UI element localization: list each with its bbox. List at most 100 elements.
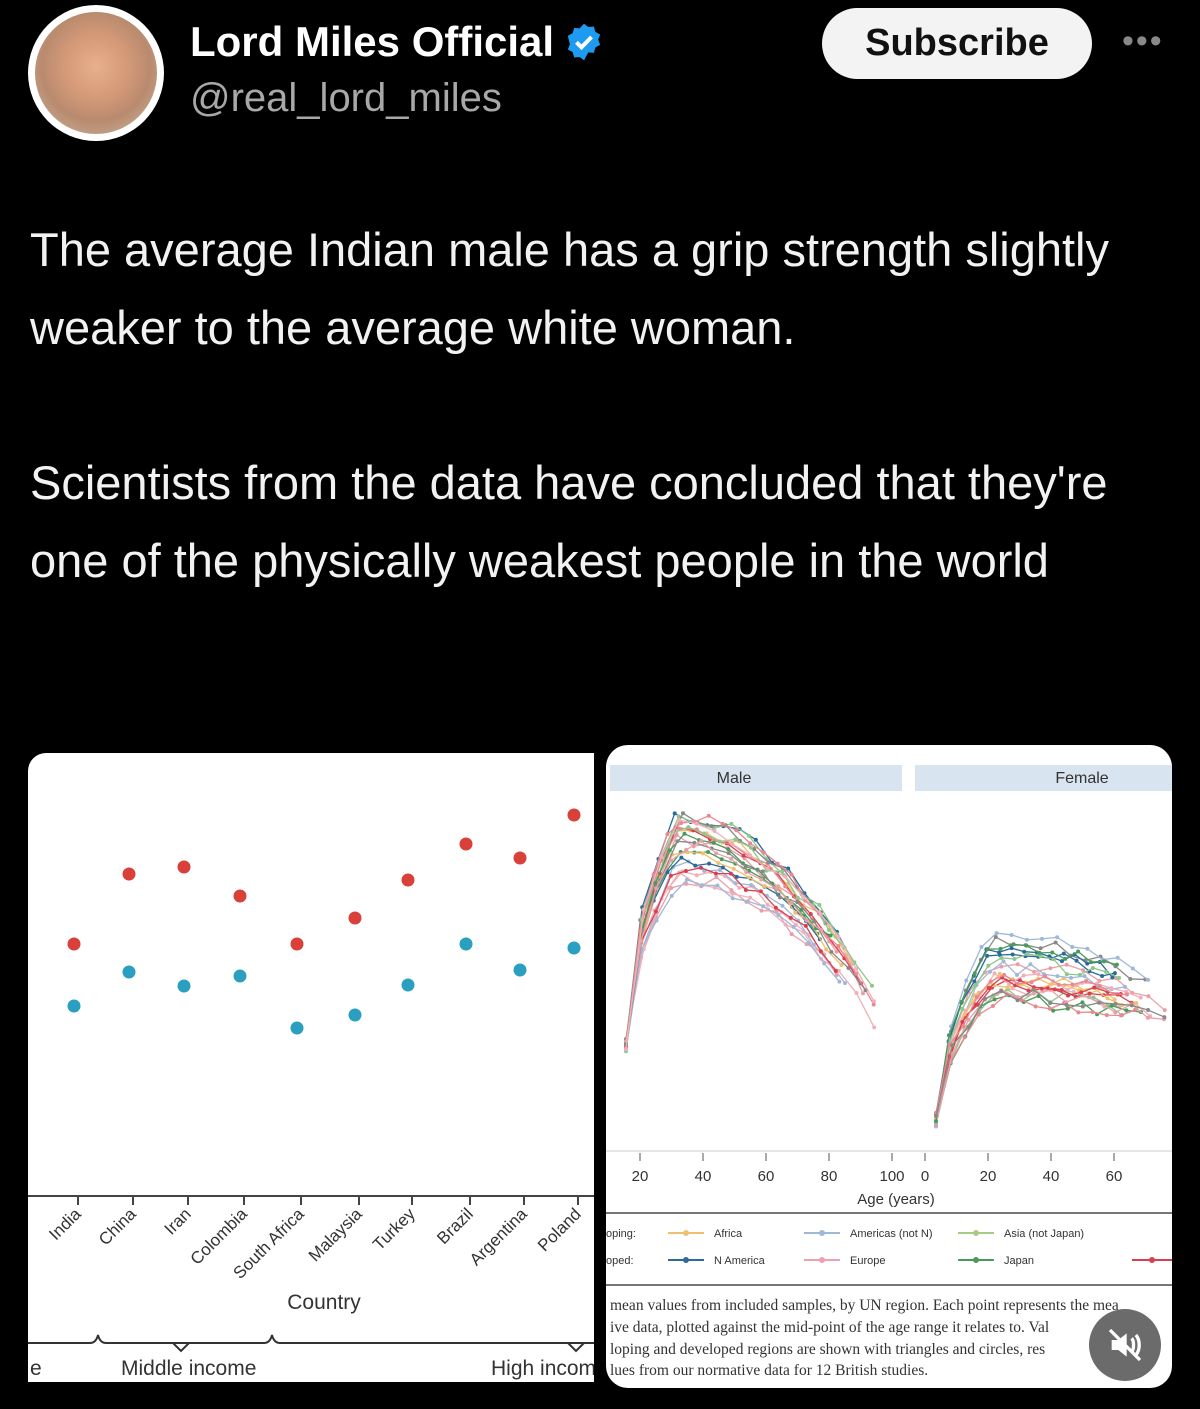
data-point [684,881,689,886]
data-point [1111,991,1116,996]
data-point [1070,945,1075,950]
author-name[interactable]: Lord Miles Official [190,18,555,65]
data-point [828,933,833,938]
panel-title-female: Female [1055,770,1108,787]
data-point [734,828,739,833]
data-point [818,949,823,954]
data-point [1051,1008,1056,1013]
female-point [459,937,473,951]
data-point [669,858,674,863]
data-point [1029,980,1034,985]
data-point [746,833,751,838]
data-point [1048,966,1053,971]
data-point [872,1025,877,1030]
data-point [1117,975,1122,980]
data-point [679,855,684,860]
data-point [1033,1004,1038,1009]
data-point [747,853,752,858]
data-point [1097,983,1102,988]
author-handle[interactable]: @real_lord_miles [190,76,502,120]
male-point [401,873,415,887]
verified-badge-icon [567,23,601,61]
data-point [717,839,722,844]
data-point [818,912,823,917]
data-point [860,991,865,996]
grip-strength-age-chart[interactable]: Male Female 2040608010002040608 Age (yea… [606,745,1172,1388]
data-point [761,850,766,855]
data-point [1007,982,1012,987]
avatar[interactable] [28,5,164,141]
data-point [808,911,813,916]
male-point [233,889,247,903]
data-point [999,989,1004,994]
mute-button[interactable] [1089,1309,1161,1381]
data-point [1036,972,1041,977]
data-point [791,924,796,929]
data-point [854,971,859,976]
data-point [788,915,793,920]
x-tick-label: Malaysia [305,1204,366,1265]
data-point [1012,957,1017,962]
data-point [988,979,993,984]
data-point [1134,1001,1139,1006]
data-point [665,832,670,837]
data-point [1065,1006,1070,1011]
data-point [795,895,800,900]
data-point [1017,978,1022,983]
data-point [982,996,987,1001]
x-tick-label: Argentina [466,1204,531,1269]
data-point [962,1012,967,1017]
data-point [706,813,711,818]
data-point [1015,998,1020,1003]
subscribe-button[interactable]: Subscribe [822,8,1092,79]
data-point [1026,988,1031,993]
data-point [1080,993,1085,998]
data-point [774,908,779,913]
data-point [1009,932,1014,937]
female-point [567,941,581,955]
data-point [748,845,753,850]
data-point [682,831,687,836]
data-point [1112,997,1117,1002]
data-point [1074,958,1079,963]
data-point [1002,972,1007,977]
data-point [1114,962,1119,967]
data-point [789,900,794,905]
x-tick-label: Brazil [433,1204,476,1247]
data-point [1113,1010,1118,1015]
data-point [713,871,718,876]
male-point [67,937,81,951]
more-horizontal-icon[interactable]: ••• [1122,22,1164,60]
income-group-braces [28,1334,594,1344]
data-point [854,991,859,996]
data-point [714,851,719,856]
data-point [1015,995,1020,1000]
data-point [1109,1003,1114,1008]
data-point [992,997,997,1002]
data-point [1022,949,1027,954]
data-point [988,969,993,974]
data-point [712,829,717,834]
data-point [846,966,851,971]
data-point [1048,1001,1053,1006]
data-point [1055,935,1060,940]
data-point [1038,946,1043,951]
data-point [693,863,698,868]
data-point [698,865,703,870]
female-point [233,969,247,983]
data-point [760,869,765,874]
data-point [1087,991,1092,996]
author-name-row[interactable]: Lord Miles Official [190,18,604,66]
data-point [700,883,705,888]
data-point [1082,974,1087,979]
grip-strength-country-chart[interactable]: India China Iran Colombia South Africa Malays… [28,753,594,1382]
data-point [1032,969,1037,974]
caption-line: lues from our normative data for 12 Brit… [610,1362,929,1379]
data-point [1031,991,1036,996]
data-point [1010,986,1015,991]
data-point [731,866,736,871]
data-point [683,868,688,873]
data-point [1024,943,1029,948]
data-point [1084,978,1089,983]
data-point [653,909,658,914]
